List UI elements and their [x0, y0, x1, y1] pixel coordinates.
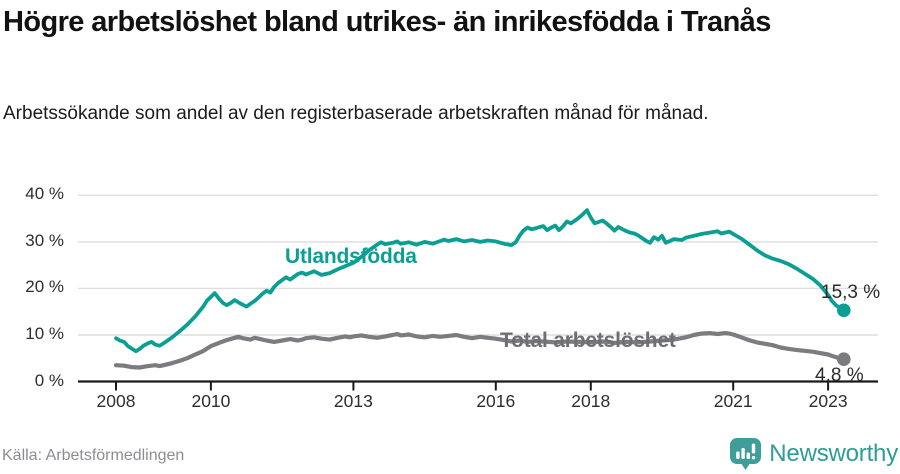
x-tick-label: 2023 [808, 391, 848, 411]
x-tick-label: 2016 [476, 391, 516, 411]
series-line-teal [114, 208, 846, 354]
newsworthy-logo: Newsworthy [729, 437, 898, 471]
y-tick-label: 0 % [34, 370, 64, 390]
newsworthy-wordmark: Newsworthy [769, 440, 898, 467]
y-tick-label: 30 % [25, 230, 64, 250]
x-tick-label: 2013 [333, 391, 373, 411]
x-tick-label: 2021 [713, 391, 753, 411]
end-value-label-utlandsfodda: 15,3 % [821, 282, 881, 303]
y-tick-label: 20 % [25, 277, 64, 297]
end-value-label-total: 4,8 % [815, 365, 864, 386]
chart-subtitle: Arbetssökande som andel av den registerb… [3, 103, 709, 124]
page-title: Högre arbetslöshet bland utrikes- än inr… [3, 6, 771, 38]
x-tick-label: 2010 [191, 391, 231, 411]
source-credit: Källa: Arbetsförmedlingen [2, 447, 185, 464]
series-label-total-arbetsloshet: Total arbetslöshet [500, 329, 676, 352]
x-tick-label: 2008 [96, 391, 136, 411]
newsworthy-bubble-chart-icon [730, 438, 762, 470]
series-line-gray [113, 331, 846, 370]
x-tick-label: 2018 [571, 391, 611, 411]
y-tick-label: 10 % [25, 323, 64, 343]
series-end-dot-gray [837, 352, 851, 367]
y-tick-label: 40 % [25, 184, 64, 204]
series-label-utlandsfodda: Utlandsfödda [285, 245, 417, 268]
series-end-dot-teal [837, 303, 851, 318]
